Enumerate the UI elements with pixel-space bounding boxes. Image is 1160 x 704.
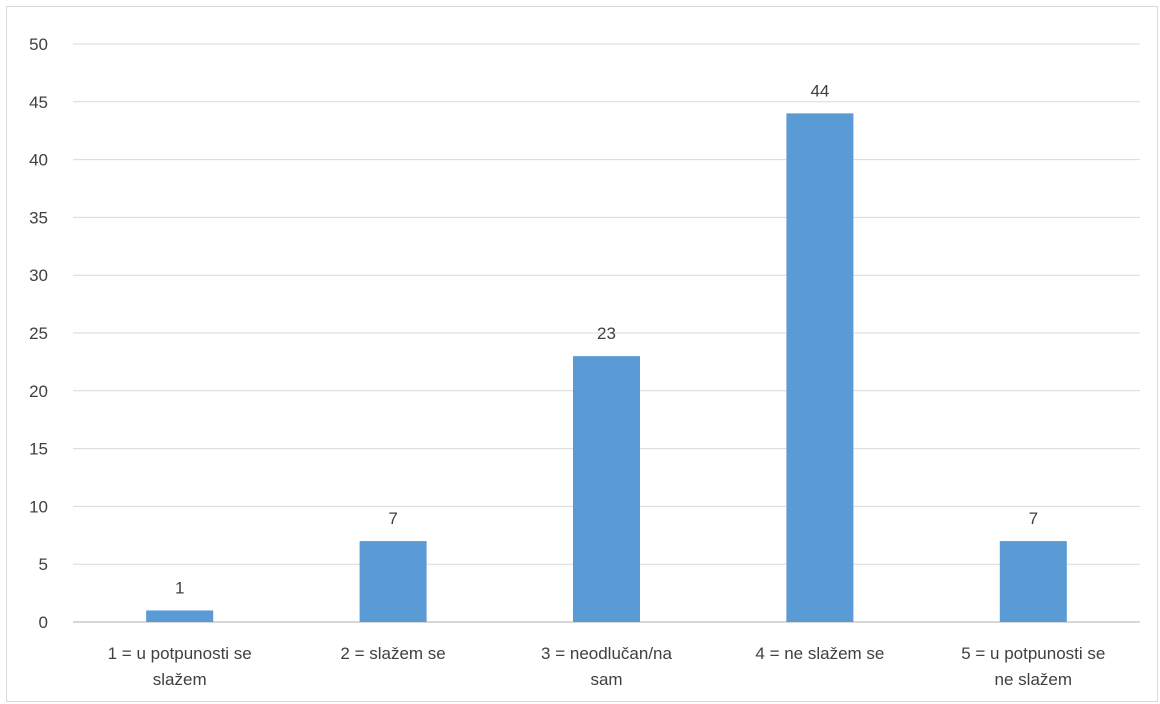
y-tick-label: 45: [29, 93, 48, 112]
x-category-label: slažem: [153, 670, 207, 689]
data-label: 44: [810, 81, 829, 100]
y-tick-label: 50: [29, 35, 48, 54]
data-label: 7: [388, 509, 397, 528]
bar: [359, 541, 427, 622]
bar: [573, 356, 640, 622]
data-label: 23: [597, 324, 616, 343]
y-tick-label: 20: [29, 382, 48, 401]
x-category-label: 5 = u potpunosti se: [961, 644, 1105, 663]
x-category-label: 4 = ne slažem se: [755, 644, 884, 663]
y-tick-label: 40: [29, 151, 48, 170]
y-tick-label: 35: [29, 208, 48, 227]
bar: [786, 113, 854, 623]
y-tick-label: 30: [29, 266, 48, 285]
x-category-label: 1 = u potpunosti se: [108, 644, 252, 663]
data-label: 1: [175, 578, 184, 597]
y-tick-label: 5: [39, 555, 48, 574]
y-tick-label: 0: [39, 613, 48, 632]
x-category-label: ne slažem: [995, 670, 1072, 689]
bar: [146, 610, 214, 622]
data-label: 7: [1029, 509, 1038, 528]
x-category-label: 2 = slažem se: [340, 644, 445, 663]
y-tick-label: 15: [29, 440, 48, 459]
y-tick-label: 10: [29, 497, 48, 516]
y-tick-label: 25: [29, 324, 48, 343]
x-category-label: sam: [590, 670, 622, 689]
bar: [999, 541, 1067, 622]
x-category-label: 3 = neodlučan/na: [541, 644, 672, 663]
